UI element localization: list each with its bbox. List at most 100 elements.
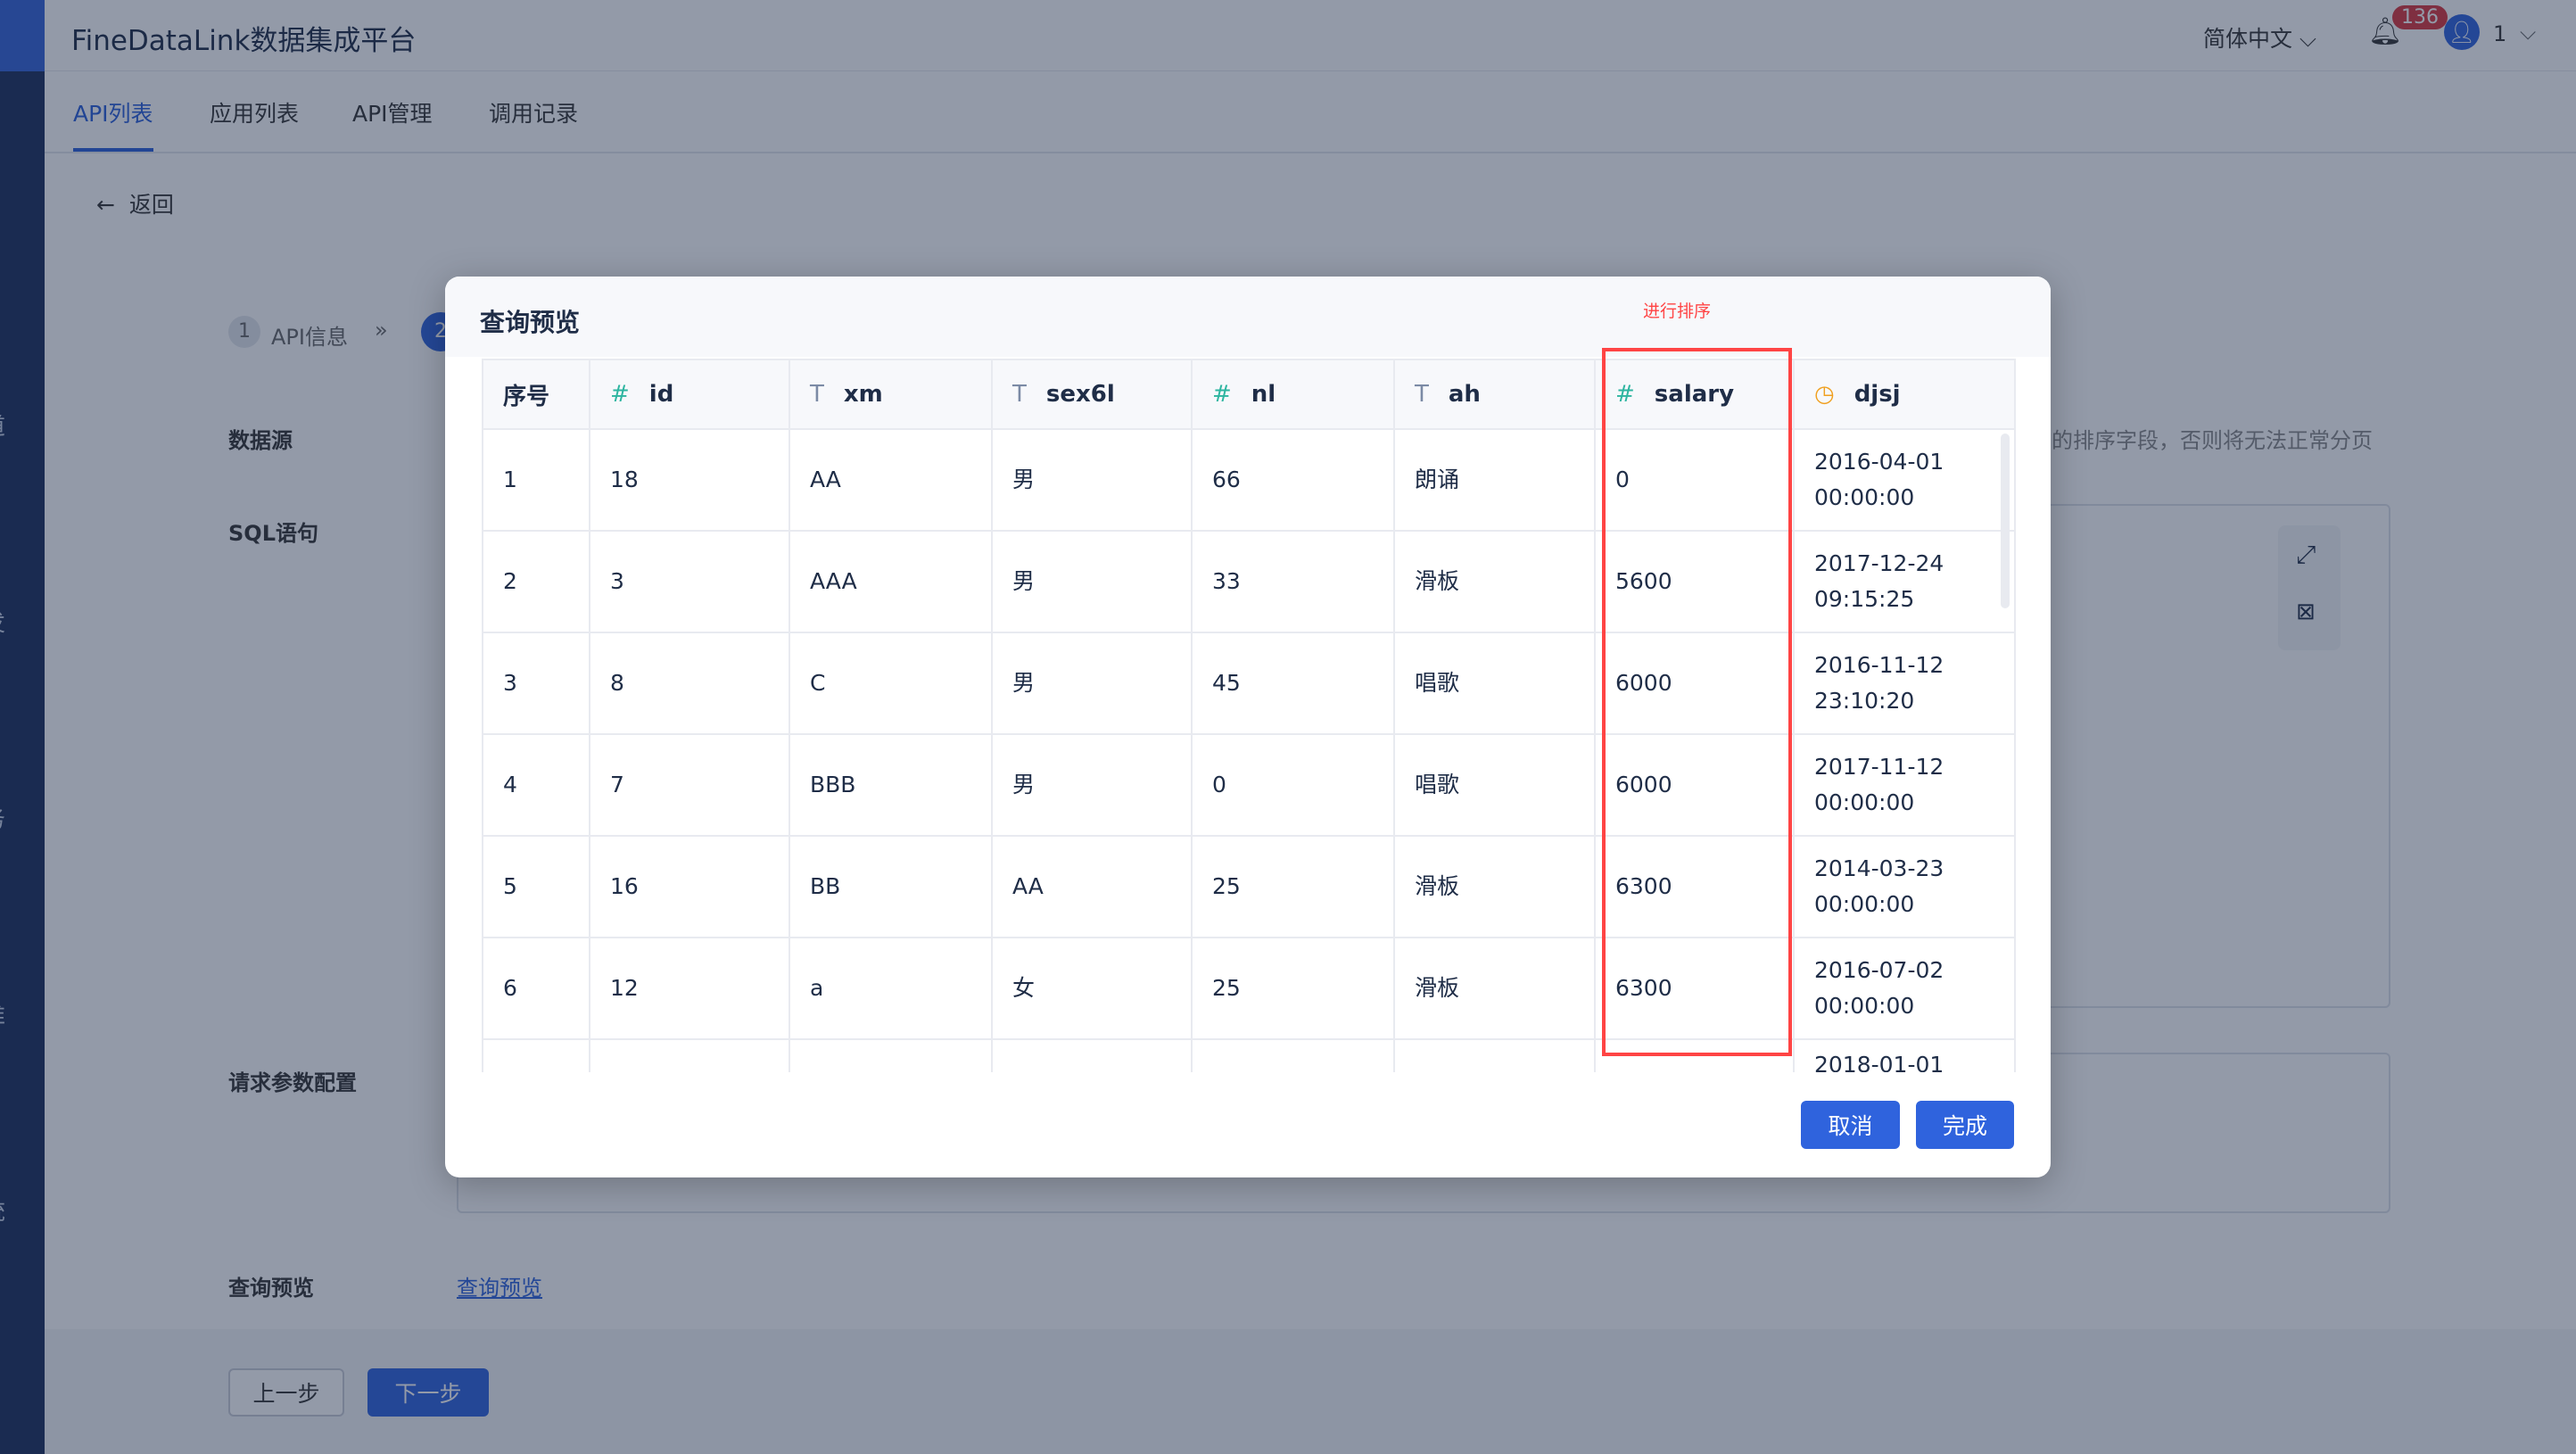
text-type-icon: T [1012, 381, 1027, 408]
cancel-button[interactable]: 取消 [1801, 1101, 1900, 1149]
params-label: 请求参数配置 [228, 1070, 357, 1095]
table-cell: 男 [991, 530, 1193, 633]
table-cell [991, 1038, 1193, 1072]
salary-highlight-box [1602, 348, 1792, 1056]
column-header-id[interactable]: # id [589, 359, 790, 430]
table-cell: a [788, 937, 993, 1040]
column-name: id [648, 381, 674, 408]
arrow-left-icon: ← [96, 192, 115, 218]
table-cell: 5600 [1594, 530, 1795, 633]
format-icon[interactable]: ⊠ [2296, 599, 2316, 625]
table-cell: 33 [1191, 530, 1395, 633]
table-cell [788, 1038, 993, 1072]
column-name: ah [1448, 381, 1481, 408]
tab-api-list[interactable]: API列表 [73, 101, 153, 127]
prev-step-button[interactable]: 上一步 [228, 1368, 344, 1417]
table-cell: 男 [991, 632, 1193, 735]
sidebar-item[interactable]: 务 [0, 801, 5, 834]
dialog-title: 查询预览 [480, 308, 581, 337]
active-tab-indicator [73, 148, 153, 152]
chevron-down-icon[interactable]: ⌵ [2520, 20, 2537, 45]
language-label: 简体中文 [2203, 26, 2293, 52]
table-cell: AAA [788, 530, 993, 633]
table-cell: 2016-11-12 23:10:20 [1793, 632, 2016, 735]
column-header-djsj[interactable]: ◷ djsj [1793, 359, 2016, 430]
sidebar-item[interactable]: 维 [0, 997, 5, 1030]
preview-link[interactable]: 查询预览 [457, 1276, 542, 1301]
table-row: 6 12 a 女 25 滑板 6300 2016-07-02 00:00:00 [482, 937, 2016, 1040]
table-cell [1393, 1038, 1596, 1072]
table-row: 2 3 AAA 男 33 滑板 5600 2017-12-24 09:15:25 [482, 530, 2016, 633]
table-cell: 朗诵 [1393, 428, 1596, 532]
table-cell: 6000 [1594, 733, 1795, 837]
language-select[interactable]: 简体中文 ⌵ [2203, 21, 2316, 54]
table-cell: 1 [482, 428, 590, 532]
table-cell: 0 [1191, 733, 1395, 837]
table-cell: AA [788, 428, 993, 532]
back-button[interactable]: ← 返回 [96, 187, 174, 219]
table-cell: 6 [482, 937, 590, 1040]
number-type-icon: # [610, 381, 630, 408]
table-cell: 滑板 [1393, 937, 1596, 1040]
sidebar-item[interactable]: 发 [0, 605, 5, 638]
table-cell: BB [788, 835, 993, 938]
avatar[interactable]: 👤︎ [2444, 14, 2480, 50]
editor-toolbar: ⤢ ⊠ [2278, 525, 2341, 650]
column-header-nl[interactable]: # nl [1191, 359, 1395, 430]
notification-badge: 136 [2392, 5, 2448, 29]
column-header-salary[interactable]: # salary [1594, 359, 1795, 430]
chevrons-right-icon: » [375, 318, 388, 343]
sidebar-item[interactable]: 道 [0, 409, 5, 442]
table-cell: 16 [589, 835, 790, 938]
column-name: 序号 [503, 383, 550, 410]
table-cell: 12 [589, 937, 790, 1040]
sidebar-item[interactable]: 统 [0, 1194, 5, 1227]
tab-call-records[interactable]: 调用记录 [489, 101, 579, 127]
table-cell: 2018-01-01 [1793, 1038, 2016, 1072]
table-cell: C [788, 632, 993, 735]
column-name: sex6l [1045, 381, 1115, 408]
table-cell: 女 [991, 937, 1193, 1040]
table-cell: AA [991, 835, 1193, 938]
table-cell: 5 [482, 835, 590, 938]
tab-app-list[interactable]: 应用列表 [210, 101, 300, 127]
table-cell: 男 [991, 733, 1193, 837]
app-title: FineDataLink数据集成平台 [71, 25, 417, 57]
dialog-header [445, 277, 2051, 357]
confirm-button[interactable]: 完成 [1916, 1101, 2014, 1149]
expand-icon[interactable]: ⤢ [2296, 540, 2316, 569]
table-cell: 2016-04-01 00:00:00 [1793, 428, 2016, 532]
column-name: xm [843, 381, 883, 408]
column-name: nl [1251, 381, 1276, 408]
chevron-down-icon: ⌵ [2299, 26, 2316, 52]
table-cell [589, 1038, 790, 1072]
user-name[interactable]: 1 [2493, 21, 2507, 46]
tab-bar: API列表 应用列表 API管理 调用记录 [45, 71, 2576, 153]
sort-annotation: 进行排序 [1643, 302, 1712, 321]
table-cell: 2016-07-02 00:00:00 [1793, 937, 2016, 1040]
table-cell: 4 [482, 733, 590, 837]
number-type-icon: # [1212, 381, 1232, 408]
step-1-label[interactable]: API信息 [271, 325, 348, 350]
table-row: 1 18 AA 男 66 朗诵 0 2016-04-01 00:00:00 [482, 428, 2016, 532]
table-cell: 45 [1191, 632, 1395, 735]
column-header-序号[interactable]: 序号 [482, 359, 590, 430]
tab-api-manage[interactable]: API管理 [352, 101, 433, 127]
header: FineDataLink数据集成平台 简体中文 ⌵ 🔔︎ 136 👤︎ 1 ⌵ [45, 0, 2576, 71]
step-1-number: 1 [228, 316, 260, 348]
back-label: 返回 [128, 192, 174, 218]
datasource-label: 数据源 [228, 428, 293, 453]
table-cell: 66 [1191, 428, 1395, 532]
text-type-icon: T [810, 381, 824, 408]
sidebar: 道 发 务 维 统 [0, 0, 45, 1454]
table-cell: 6300 [1594, 937, 1795, 1040]
table-cell [1191, 1038, 1395, 1072]
table-scrollbar[interactable] [2001, 434, 2010, 608]
table-cell: 滑板 [1393, 835, 1596, 938]
next-step-button[interactable]: 下一步 [367, 1368, 489, 1417]
